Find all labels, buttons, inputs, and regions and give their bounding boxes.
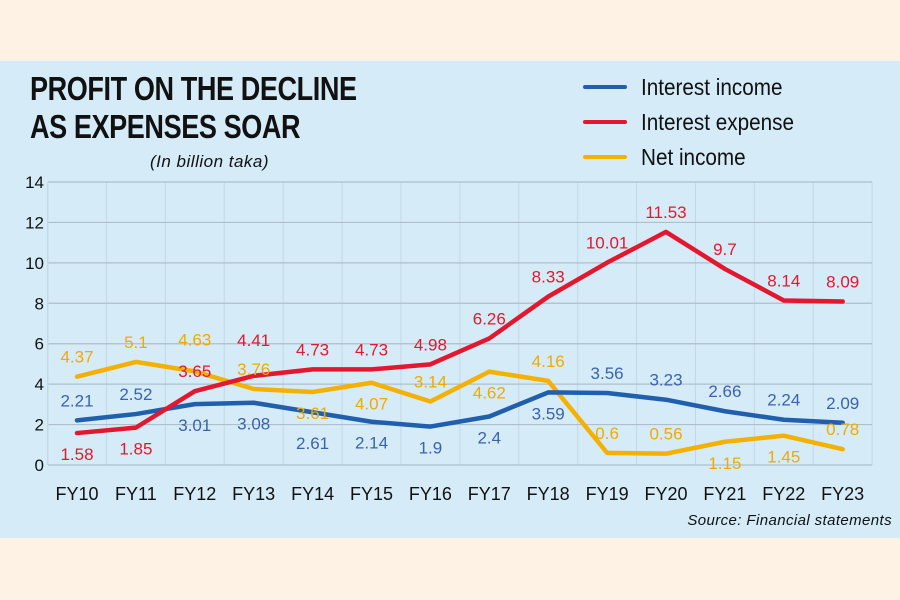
data-label: 3.76 bbox=[237, 360, 270, 379]
data-label: 3.23 bbox=[649, 371, 682, 390]
y-tick-label: 2 bbox=[35, 416, 44, 435]
x-tick-label: FY21 bbox=[703, 484, 746, 504]
data-label: 11.53 bbox=[645, 203, 686, 222]
data-label: 1.85 bbox=[119, 440, 152, 459]
data-label: 1.45 bbox=[767, 448, 800, 467]
x-tick-label: FY19 bbox=[586, 484, 629, 504]
data-label: 4.37 bbox=[60, 348, 93, 367]
chart-panel bbox=[0, 61, 900, 538]
data-label: 8.09 bbox=[826, 272, 859, 291]
data-label: 1.58 bbox=[60, 445, 93, 464]
data-label: 2.4 bbox=[477, 428, 501, 447]
data-label: 2.52 bbox=[119, 385, 152, 404]
data-label: 0.78 bbox=[826, 420, 859, 439]
y-tick-label: 10 bbox=[25, 254, 44, 273]
data-label: 2.61 bbox=[296, 434, 329, 453]
data-label: 8.14 bbox=[767, 271, 800, 290]
data-label: 2.24 bbox=[767, 391, 800, 410]
data-label: 10.01 bbox=[586, 234, 629, 253]
data-label: 1.9 bbox=[419, 439, 443, 458]
legend-item-interest-income: Interest income bbox=[583, 72, 798, 102]
data-label: 3.01 bbox=[178, 416, 211, 435]
x-tick-label: FY13 bbox=[232, 484, 275, 504]
data-label: 0.56 bbox=[649, 425, 682, 444]
data-label: 4.62 bbox=[473, 384, 506, 403]
data-label: 5.1 bbox=[124, 333, 148, 352]
legend-item-net-income: Net income bbox=[583, 142, 757, 172]
data-label: 4.16 bbox=[532, 352, 565, 371]
series-line-interest-expense bbox=[74, 229, 845, 436]
data-label: 3.08 bbox=[237, 415, 270, 434]
series-line-interest-income bbox=[74, 390, 845, 429]
data-label: 1.15 bbox=[708, 454, 741, 473]
data-label: 2.21 bbox=[60, 391, 93, 410]
x-tick-label: FY14 bbox=[291, 484, 334, 504]
y-tick-label: 14 bbox=[25, 173, 44, 192]
data-label: 3.65 bbox=[178, 362, 211, 381]
data-label: 4.41 bbox=[237, 331, 270, 350]
y-tick-label: 0 bbox=[35, 456, 44, 475]
data-label: 4.73 bbox=[355, 340, 388, 359]
source-note: Source: Financial statements bbox=[687, 512, 892, 529]
x-tick-label: FY11 bbox=[115, 484, 157, 504]
x-tick-label: FY23 bbox=[821, 484, 864, 504]
legend-label: Net income bbox=[641, 143, 746, 170]
data-label: 4.07 bbox=[355, 395, 388, 414]
x-tick-label: FY16 bbox=[409, 484, 452, 504]
data-label: 3.14 bbox=[414, 373, 447, 392]
y-tick-label: 6 bbox=[35, 335, 44, 354]
legend-swatch bbox=[583, 155, 627, 159]
data-label: 0.6 bbox=[595, 424, 619, 443]
x-tick-label: FY10 bbox=[55, 484, 98, 504]
data-label: 8.33 bbox=[532, 268, 565, 287]
x-tick-label: FY22 bbox=[762, 484, 805, 504]
x-tick-label: FY20 bbox=[644, 484, 687, 504]
data-label: 4.63 bbox=[178, 330, 211, 349]
y-tick-label: 8 bbox=[35, 294, 44, 313]
data-label: 3.61 bbox=[296, 404, 329, 423]
data-label: 6.26 bbox=[473, 309, 506, 328]
x-tick-label: FY12 bbox=[173, 484, 216, 504]
data-label: 3.56 bbox=[591, 364, 624, 383]
legend-label: Interest income bbox=[641, 73, 783, 100]
y-tick-label: 12 bbox=[25, 213, 44, 232]
chart-subtitle: (In billion taka) bbox=[150, 152, 270, 171]
x-tick-label: FY18 bbox=[527, 484, 570, 504]
legend-label: Interest expense bbox=[641, 108, 795, 135]
data-label: 4.73 bbox=[296, 340, 329, 359]
x-tick-label: FY15 bbox=[350, 484, 393, 504]
data-label: 3.59 bbox=[532, 404, 565, 423]
data-label: 2.09 bbox=[826, 394, 859, 413]
series-line-net-income bbox=[74, 359, 845, 456]
y-tick-label: 4 bbox=[35, 375, 44, 394]
data-label: 9.7 bbox=[713, 240, 737, 259]
legend-swatch bbox=[583, 120, 627, 124]
legend-item-interest-expense: Interest expense bbox=[583, 107, 811, 137]
data-label: 2.14 bbox=[355, 434, 388, 453]
x-tick-label: FY17 bbox=[468, 484, 511, 504]
data-label: 2.66 bbox=[708, 382, 741, 401]
data-label: 4.98 bbox=[414, 335, 447, 354]
legend-swatch bbox=[583, 85, 627, 89]
chart-title: PROFIT ON THE DECLINE AS EXPENSES SOAR bbox=[30, 70, 357, 145]
